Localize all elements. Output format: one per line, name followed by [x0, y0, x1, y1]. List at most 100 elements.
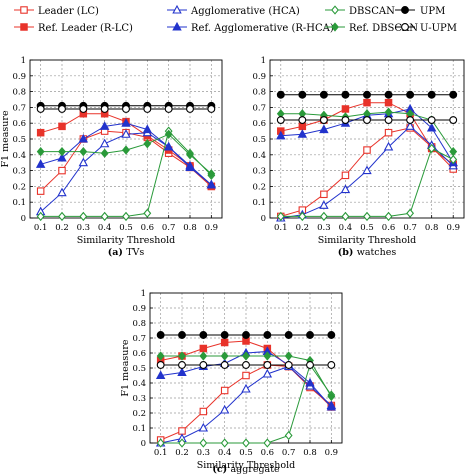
- series-line: [160, 350, 332, 408]
- y-tick-label: 0.6: [252, 119, 266, 129]
- data-point: [36, 101, 45, 110]
- y-axis-label: F1 measure: [0, 110, 11, 167]
- x-tick-label: 0.9: [446, 223, 460, 233]
- series-dbscan: [276, 143, 458, 222]
- series-upm: [156, 331, 336, 339]
- data-point: [177, 367, 187, 377]
- data-point: [36, 128, 45, 137]
- y-axis-label: F1 measure: [120, 339, 131, 396]
- data-point: [241, 347, 251, 357]
- x-tick-label: 0.2: [55, 223, 69, 233]
- legend-entry-dbscan: DBSCAN: [325, 5, 395, 17]
- plot-frame: [29, 59, 223, 219]
- plot-frame: [269, 59, 465, 219]
- y-tick-label: 0.5: [132, 364, 146, 374]
- data-point: [178, 352, 186, 360]
- y-tick-label: 0.3: [12, 167, 26, 177]
- series-line: [280, 125, 454, 219]
- series-agglomerative-hca: [35, 127, 217, 216]
- legend-marker-filled-circle-icon: [401, 6, 409, 14]
- data-point: [449, 165, 457, 173]
- series-upm: [276, 90, 458, 99]
- data-point: [58, 122, 66, 131]
- data-point: [100, 105, 109, 113]
- data-point: [58, 211, 66, 222]
- data-point: [57, 152, 67, 162]
- data-point: [341, 116, 350, 124]
- data-point: [384, 107, 393, 117]
- data-point: [100, 101, 109, 110]
- data-point: [143, 101, 152, 110]
- data-point: [198, 422, 209, 432]
- data-point: [284, 361, 293, 369]
- series-line: [40, 130, 212, 192]
- data-point: [220, 331, 229, 339]
- series-u-upm: [36, 105, 216, 113]
- data-point: [283, 359, 294, 369]
- x-tick-label: 0.1: [154, 448, 168, 458]
- x-tick-label: 0.3: [317, 223, 331, 233]
- data-point: [178, 361, 186, 369]
- legend-marker-filled-square-icon: [20, 23, 28, 31]
- y-tick-label: 0.2: [12, 182, 26, 192]
- x-tick-label: 0.3: [77, 223, 91, 233]
- x-tick-label: 0.5: [239, 448, 253, 458]
- series-line: [40, 132, 212, 213]
- data-point: [78, 157, 89, 167]
- data-point: [186, 163, 194, 172]
- data-point: [263, 438, 272, 448]
- legend-entry-ref-agglomerative-r-hca: Ref. Agglomerative (R-HCA): [167, 21, 334, 34]
- data-point: [363, 90, 371, 99]
- data-point: [276, 109, 285, 119]
- legend-label: Ref. Leader (R-LC): [38, 23, 133, 34]
- data-point: [142, 124, 153, 134]
- data-point: [363, 211, 371, 222]
- data-point: [405, 121, 415, 130]
- data-point: [164, 101, 173, 110]
- data-point: [362, 110, 372, 119]
- data-point: [186, 150, 194, 160]
- x-tick-label: 0.4: [339, 223, 353, 233]
- data-point: [340, 118, 351, 127]
- y-tick-label: 0.7: [12, 103, 26, 113]
- data-point: [122, 128, 130, 137]
- y-tick-label: 1: [141, 289, 146, 299]
- data-point: [341, 90, 350, 99]
- x-axis-label: Similarity Threshold: [197, 460, 296, 471]
- data-point: [427, 115, 436, 125]
- series-line: [40, 113, 212, 187]
- data-point: [220, 351, 229, 361]
- y-tick-label: 0.4: [132, 379, 146, 389]
- data-point: [406, 124, 414, 132]
- data-point: [143, 133, 152, 142]
- y-tick-label: 0.9: [252, 72, 266, 82]
- data-point: [298, 109, 307, 119]
- y-tick-label: 0.3: [132, 394, 146, 404]
- data-point: [306, 383, 314, 392]
- data-point: [297, 209, 308, 219]
- data-point: [284, 331, 293, 339]
- data-point: [164, 146, 173, 154]
- series-ref-leader-r-lc: [277, 98, 457, 169]
- data-point: [326, 401, 337, 411]
- y-tick-label: 0.6: [12, 119, 26, 129]
- data-point: [156, 436, 165, 444]
- data-point: [384, 211, 393, 222]
- data-point: [384, 116, 393, 124]
- data-point: [327, 331, 336, 339]
- data-point: [199, 438, 208, 448]
- data-point: [298, 211, 307, 222]
- data-point: [198, 361, 209, 371]
- data-point: [283, 361, 294, 371]
- data-point: [121, 118, 131, 127]
- x-tick-label: 0.5: [360, 223, 374, 233]
- data-point: [100, 127, 109, 135]
- data-point: [122, 101, 130, 110]
- y-tick-label: 0.9: [12, 72, 26, 82]
- legend-marker-filled-triangle-icon: [172, 21, 182, 31]
- data-point: [449, 146, 458, 157]
- data-point: [143, 132, 152, 140]
- data-point: [242, 371, 250, 380]
